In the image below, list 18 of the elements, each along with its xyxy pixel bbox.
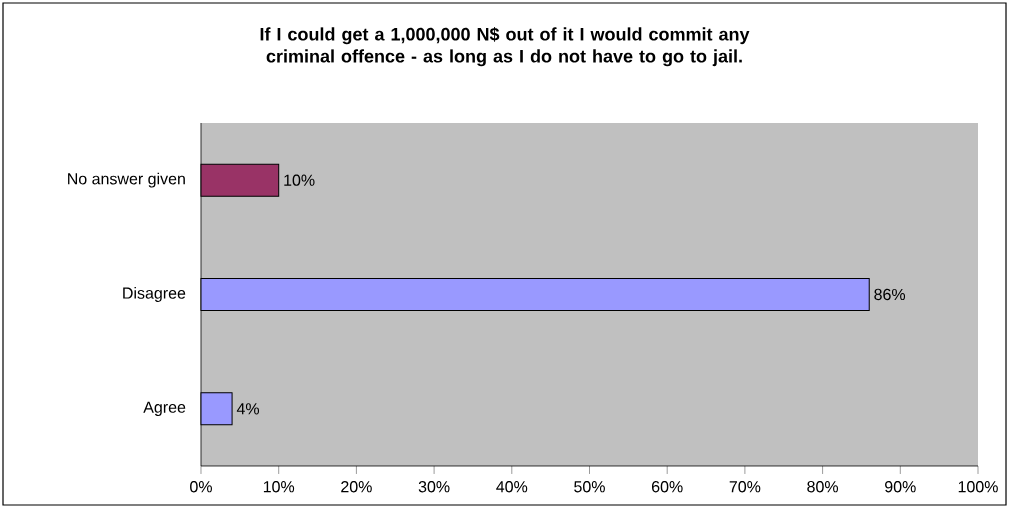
x-tick-label: 10% — [263, 481, 295, 493]
x-tick-label: 80% — [807, 481, 839, 493]
x-tick-label: 20% — [341, 481, 372, 493]
y-tick-label: Disagree — [123, 287, 186, 302]
data-label: 86% — [874, 288, 906, 301]
chart-title: If I could get a 1,000,000 N$ out of it I would commit any criminal offence - as long as I do not have to go to jail. — [260, 27, 750, 67]
y-tick-label: No answer given — [68, 172, 185, 188]
x-tick-label: 0% — [190, 481, 212, 493]
y-tick-label: Agree — [143, 401, 186, 416]
x-tick-label: 70% — [729, 481, 761, 493]
data-label: 10% — [284, 174, 315, 186]
x-tick-label: 40% — [496, 481, 528, 493]
x-tick-label: 60% — [652, 481, 683, 493]
x-tick-label: 100% — [958, 481, 998, 493]
x-tick-label: 30% — [418, 481, 450, 493]
data-label: 4% — [236, 403, 260, 415]
x-tick-label: 50% — [574, 481, 605, 493]
x-tick-label: 90% — [885, 481, 916, 493]
